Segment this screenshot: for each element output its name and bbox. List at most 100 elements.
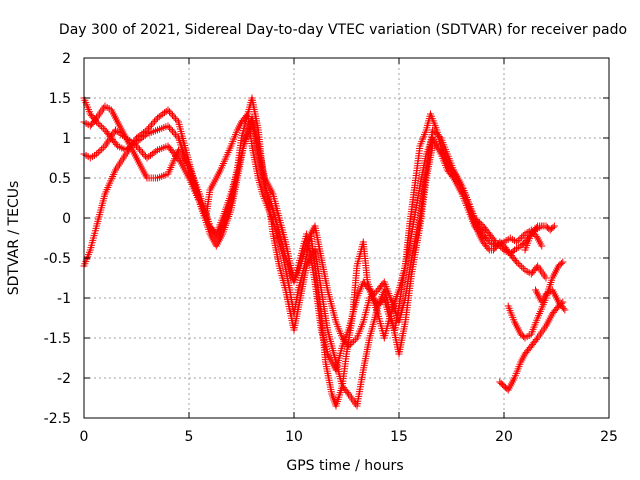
data-point <box>519 232 527 240</box>
data-point <box>343 388 351 396</box>
data-point <box>91 116 99 124</box>
y-tick-label: -2.5 <box>44 411 71 427</box>
x-axis-ticks: 0 5 10 15 20 25 <box>80 58 618 445</box>
data-point <box>514 260 522 268</box>
data-point <box>151 117 158 125</box>
data-point <box>137 147 145 155</box>
data-point <box>364 284 372 292</box>
data-point <box>345 342 353 350</box>
data-point <box>94 120 102 128</box>
data-point <box>435 132 443 140</box>
data-point <box>131 141 139 149</box>
y-tick-label: -1.5 <box>44 331 71 347</box>
series-track-7 <box>532 286 569 314</box>
data-point <box>173 116 181 124</box>
data-point <box>348 339 356 347</box>
data-point <box>351 336 359 344</box>
data-point <box>172 131 179 139</box>
y-axis-label: SDTVAR / TECUs <box>6 181 22 296</box>
data-point <box>550 222 558 230</box>
data-point <box>516 235 524 243</box>
y-tick-label: 0.5 <box>49 171 71 187</box>
data-point <box>561 306 569 314</box>
data-point <box>149 119 157 127</box>
data-point <box>497 243 505 251</box>
data-point <box>366 294 374 302</box>
data-point <box>164 106 172 114</box>
x-tick-label: 10 <box>285 429 303 445</box>
y-tick-label: 1.5 <box>49 91 71 107</box>
data-point <box>477 220 485 228</box>
data-point <box>169 111 176 119</box>
data-point <box>96 121 104 129</box>
data-point <box>484 244 492 252</box>
data-point <box>511 256 519 264</box>
data-point <box>96 147 104 155</box>
data-point <box>173 132 181 140</box>
y-tick-label: 0 <box>62 211 71 227</box>
data-point <box>175 156 183 164</box>
x-tick-label: 5 <box>185 429 194 445</box>
data-point <box>532 224 540 232</box>
data-point <box>490 236 498 244</box>
data-point <box>474 217 482 225</box>
data-point <box>139 149 146 157</box>
x-tick-label: 20 <box>495 429 513 445</box>
data-point <box>346 340 354 348</box>
y-tick-label: 1 <box>62 131 71 147</box>
data-point <box>145 124 152 132</box>
x-tick-label: 25 <box>600 429 618 445</box>
series-track-5 <box>496 298 567 394</box>
data-point <box>166 108 173 116</box>
y-tick-label: -0.5 <box>44 251 71 267</box>
data-point <box>170 129 178 137</box>
data-point <box>532 336 540 344</box>
data-point <box>152 116 160 124</box>
data-point <box>172 115 179 123</box>
data-point <box>369 291 377 299</box>
data-point <box>559 258 567 266</box>
y-tick-label: -1 <box>57 291 71 307</box>
data-point <box>146 123 154 131</box>
data-point <box>532 232 540 240</box>
data-point <box>538 242 546 250</box>
data-point <box>498 244 506 252</box>
y-tick-label: 2 <box>62 51 71 67</box>
y-tick-label: -2 <box>57 371 71 387</box>
series-track-4 <box>80 102 550 350</box>
data-point <box>514 236 522 244</box>
data-point <box>518 263 526 271</box>
data-point <box>472 216 480 224</box>
data-point <box>432 129 440 137</box>
data-point <box>140 151 148 159</box>
data-point <box>516 261 524 269</box>
data-point <box>99 124 107 132</box>
data-point <box>164 122 172 130</box>
data-point <box>542 274 550 282</box>
data-point <box>167 125 175 133</box>
data-point <box>549 223 557 231</box>
data-point <box>136 145 143 153</box>
x-tick-label: 0 <box>80 429 89 445</box>
data-point <box>148 121 155 129</box>
data-point <box>371 289 379 297</box>
data-point <box>141 131 149 139</box>
data-point <box>560 304 568 312</box>
data-point <box>99 144 107 152</box>
data-point <box>372 288 380 296</box>
x-tick-label: 15 <box>390 429 408 445</box>
data-point <box>513 258 521 266</box>
data-points <box>80 94 569 410</box>
data-point <box>93 150 101 158</box>
data-point <box>134 144 142 152</box>
data-point <box>513 238 521 246</box>
data-point <box>492 238 500 246</box>
data-point <box>167 109 175 117</box>
data-point <box>98 145 106 153</box>
data-point <box>430 128 438 136</box>
data-point <box>133 142 140 150</box>
data-point <box>557 259 565 267</box>
data-point <box>350 337 358 345</box>
data-point <box>169 127 176 135</box>
data-point <box>98 123 106 131</box>
